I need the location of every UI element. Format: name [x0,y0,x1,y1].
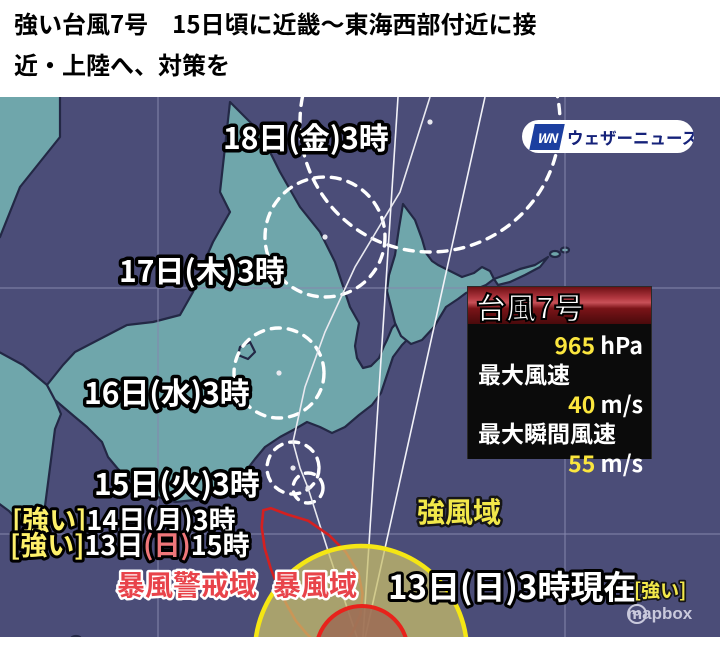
svg-text:17日(木)3時: 17日(木)3時 [119,247,285,291]
svg-text:15日(火)3時: 15日(火)3時 [94,460,260,504]
svg-text:[強い]: [強い] [634,576,686,603]
svg-text:13日(日)3時現在: 13日(日)3時現在 [388,561,636,609]
svg-text:暴風警戒域: 暴風警戒域 [117,564,257,604]
svg-text:暴風域: 暴風域 [273,564,357,604]
svg-text:強風域: 強風域 [417,491,501,531]
svg-text:[強い]13日(日)15時: [強い]13日(日)15時 [10,524,250,563]
svg-text:16日(水)3時: 16日(水)3時 [84,369,250,413]
svg-text:18日(金)3時: 18日(金)3時 [223,114,389,158]
